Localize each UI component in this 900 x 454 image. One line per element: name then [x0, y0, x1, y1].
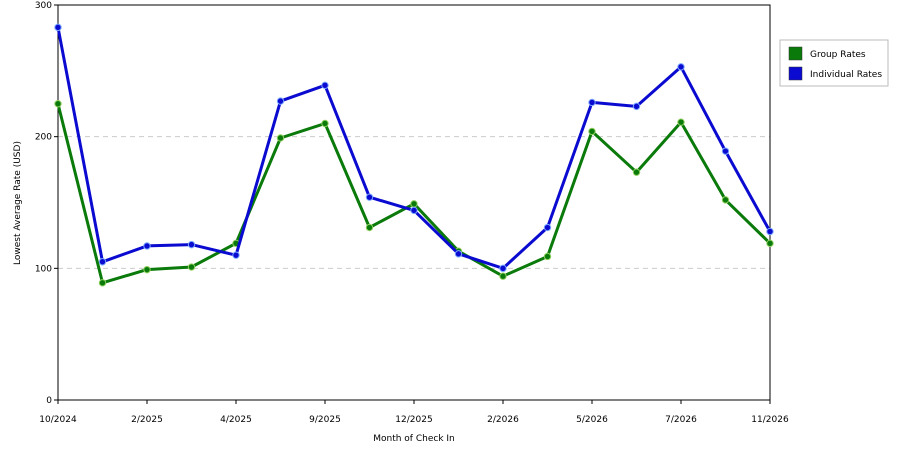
legend: Group Rates Individual Rates [779, 39, 889, 87]
x-tick-label: 4/2025 [220, 415, 252, 425]
data-point [677, 63, 685, 71]
data-point [766, 227, 774, 236]
data-point [543, 223, 552, 232]
data-point [499, 264, 507, 273]
data-point [766, 239, 774, 248]
x-tick-label: 11/2026 [751, 415, 789, 425]
data-point [410, 200, 418, 208]
y-tick-label: 200 [35, 133, 52, 143]
data-point [276, 97, 285, 105]
legend-label: Group Rates [810, 50, 866, 60]
data-point [588, 127, 596, 136]
data-point [54, 23, 62, 32]
data-point [588, 98, 596, 107]
x-tick-label: 2/2025 [131, 415, 163, 425]
data-point [232, 251, 240, 259]
series-line [56, 103, 772, 285]
series-layer [54, 23, 774, 287]
data-point [454, 250, 463, 258]
y-axis-title: Lowest Average Rate (USD) [13, 141, 23, 265]
data-point [187, 240, 196, 249]
data-point [143, 242, 151, 250]
x-tick-label: 9/2025 [309, 415, 341, 425]
y-tick-label: 0 [46, 396, 52, 406]
data-point [187, 263, 196, 271]
data-point [721, 147, 730, 155]
data-point [143, 265, 151, 274]
data-point [677, 118, 685, 126]
data-point [721, 196, 730, 204]
x-axis-title: Month of Check In [373, 434, 455, 444]
data-point [98, 279, 107, 287]
x-tick-label: 7/2026 [665, 415, 697, 425]
data-point [365, 223, 374, 232]
legend-label: Individual Rates [810, 70, 882, 80]
data-point [632, 102, 641, 111]
series-group-rates [54, 100, 774, 287]
x-tick-label: 5/2026 [576, 415, 608, 425]
y-tick-label: 100 [35, 264, 52, 274]
legend-swatch [788, 66, 803, 81]
legend-swatch [788, 46, 803, 61]
data-point [276, 134, 285, 142]
y-tick-label: 300 [35, 1, 52, 11]
data-point [365, 193, 374, 201]
series-line [56, 27, 772, 270]
data-point [321, 119, 329, 128]
series-individual-rates [54, 23, 774, 273]
x-tick-label: 2/2026 [487, 415, 519, 425]
data-point [499, 272, 507, 280]
data-point [98, 258, 107, 266]
data-point [410, 206, 418, 215]
data-point [543, 252, 552, 261]
data-point [54, 100, 62, 108]
axes-layer: 0 100 200 300 10/2024 2/2025 4/2025 9/2025 12/20… [35, 1, 789, 425]
x-tick-label: 10/2024 [39, 415, 77, 425]
data-point [321, 81, 329, 90]
data-point [632, 168, 641, 176]
x-tick-label: 12/2025 [395, 415, 432, 425]
